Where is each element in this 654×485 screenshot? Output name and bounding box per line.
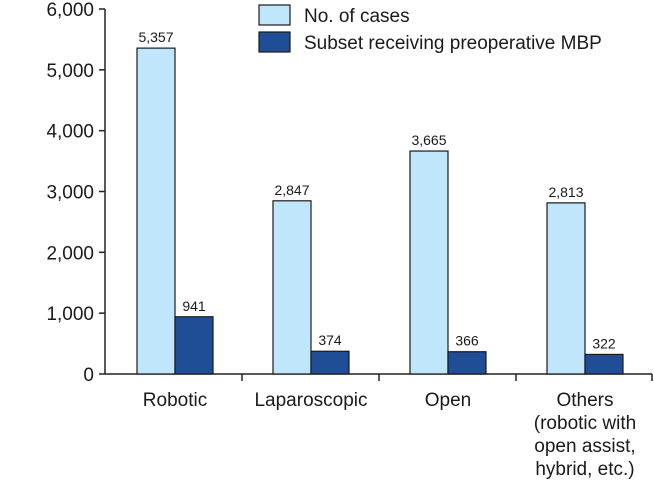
bar-mbp-3	[584, 353, 624, 375]
bar-data-label: 3,665	[411, 132, 446, 148]
bar-cases-3	[546, 202, 586, 375]
chart-axes: 0 1,000 2,000 3,000 4,000 5,000 6,000	[46, 0, 653, 386]
bar-data-label: 2,813	[548, 184, 583, 200]
y-tick-label: 2,000	[46, 243, 94, 264]
bar-cases-1	[272, 200, 312, 375]
y-tick-label: 0	[83, 365, 94, 386]
legend-swatch-mbp	[258, 31, 291, 53]
x-category-label: Others	[556, 390, 613, 411]
bar-mbp-1	[310, 350, 350, 375]
bar-cases-2	[409, 150, 449, 375]
x-category-label: Robotic	[143, 390, 207, 411]
legend-label-mbp: Subset receiving preoperative MBP	[304, 33, 602, 54]
bar-data-label: 2,847	[274, 182, 309, 198]
bar-mbp-2	[447, 351, 487, 375]
y-tick-label: 4,000	[46, 122, 94, 143]
y-tick-label: 6,000	[46, 0, 94, 21]
bar-data-label: 322	[592, 335, 616, 351]
chart-bars	[136, 47, 624, 375]
legend-swatch-cases	[258, 4, 291, 26]
bar-mbp-0	[174, 316, 214, 375]
y-tick-label: 1,000	[46, 304, 94, 325]
bar-data-label: 366	[455, 333, 479, 349]
x-category-label: Laparoscopic	[254, 390, 367, 411]
bar-data-label: 941	[182, 298, 206, 314]
y-tick-label: 5,000	[46, 61, 94, 82]
x-category-label: hybrid, etc.)	[535, 459, 634, 480]
bar-cases-0	[136, 47, 176, 375]
bar-data-label: 5,357	[138, 29, 173, 45]
y-tick-label: 3,000	[46, 183, 94, 204]
chart-labels: 5,357 2,847 3,665 2,813 941 374 366 322 Robotic L…	[138, 29, 636, 480]
x-category-label: Open	[425, 390, 471, 411]
x-category-label: (robotic with	[534, 413, 636, 434]
legend-label-cases: No. of cases	[304, 6, 410, 27]
x-category-label: open assist,	[534, 436, 635, 457]
chart-legend: No. of cases Subset receiving preoperativ…	[258, 4, 602, 54]
bar-data-label: 374	[318, 332, 342, 348]
